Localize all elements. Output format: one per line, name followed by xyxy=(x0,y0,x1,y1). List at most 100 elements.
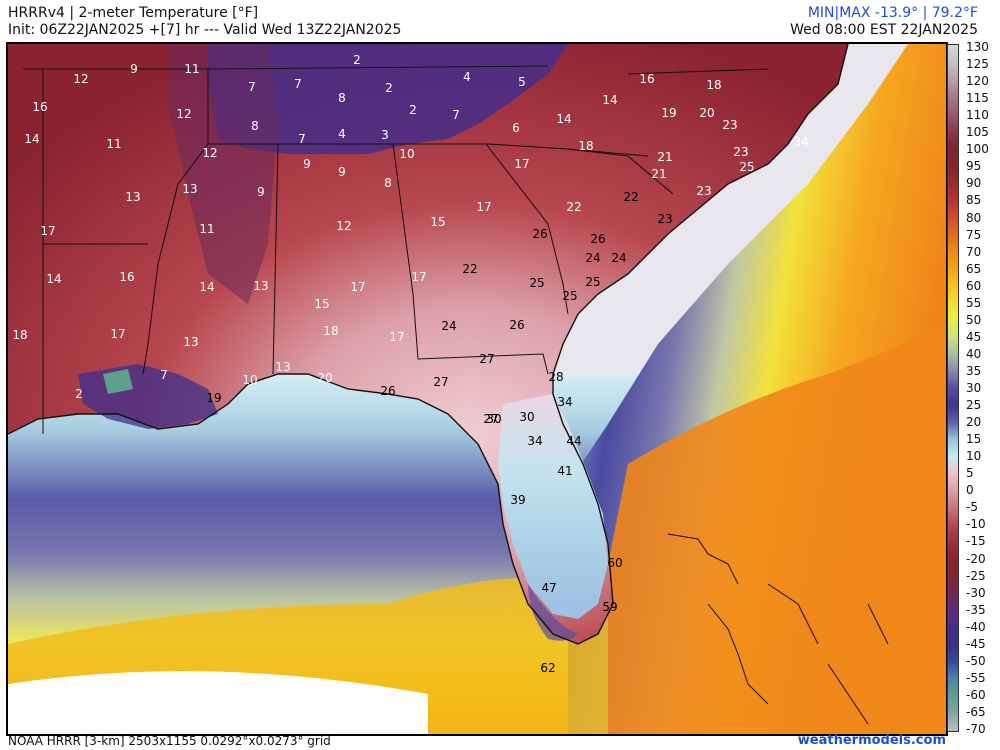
temperature-label: 30 xyxy=(486,412,502,426)
colorbar-label: -20 xyxy=(966,551,986,566)
temperature-label: 44 xyxy=(566,434,582,448)
temperature-label: 7 xyxy=(294,77,302,91)
temperature-label: 5 xyxy=(518,75,526,89)
colorbar-label: 25 xyxy=(966,398,982,413)
colorbar-label: -25 xyxy=(966,568,986,583)
temperature-label: 26 xyxy=(590,232,606,246)
temperature-label: 9 xyxy=(338,165,346,179)
temperature-label: 20 xyxy=(317,371,333,385)
temperature-label: 59 xyxy=(602,600,618,614)
temperature-label: 21 xyxy=(657,150,673,164)
colorbar-label: 65 xyxy=(966,261,982,276)
temperature-label: 14 xyxy=(602,93,618,107)
temperature-label: 7 xyxy=(452,108,460,122)
temperature-label: 12 xyxy=(202,146,218,160)
temperature-label: 23 xyxy=(733,145,749,159)
colorbar-label: 40 xyxy=(966,346,982,361)
temperature-label: 60 xyxy=(607,556,623,570)
colorbar-label: 100 xyxy=(966,142,989,157)
colorbar-label: 55 xyxy=(966,295,982,310)
temperature-label: 9 xyxy=(303,157,311,171)
temperature-label: 34 xyxy=(527,434,543,448)
temperature-label: 20 xyxy=(699,106,715,120)
temperature-label: 14 xyxy=(24,132,40,146)
colorbar-label: -45 xyxy=(966,636,986,651)
temperature-label: 8 xyxy=(251,119,259,133)
temperature-label: 24 xyxy=(441,319,457,333)
colorbar-label: 115 xyxy=(966,91,989,106)
temperature-label: 6 xyxy=(512,121,520,135)
colorbar-label: 15 xyxy=(966,432,982,447)
temperature-label: 17 xyxy=(476,200,492,214)
temperature-label: 14 xyxy=(199,280,215,294)
temperature-label: 9 xyxy=(130,62,138,76)
temperature-label: 24 xyxy=(585,251,601,265)
temperature-label: 27 xyxy=(479,352,495,366)
colorbar-label: -30 xyxy=(966,585,986,600)
temperature-label: 26 xyxy=(532,227,548,241)
temperature-label: 34 xyxy=(793,135,809,149)
temperature-label: 8 xyxy=(384,176,392,190)
temperature-label: 25 xyxy=(585,275,601,289)
colorbar-label: 105 xyxy=(966,125,989,140)
colorbar-label: 120 xyxy=(966,74,989,89)
colorbar-label: -70 xyxy=(966,722,986,736)
colorbar-label: -65 xyxy=(966,704,986,719)
colorbar-label: -35 xyxy=(966,602,986,617)
temperature-label: 16 xyxy=(119,270,135,284)
temperature-label: 13 xyxy=(182,182,198,196)
temperature-label: 3 xyxy=(381,128,389,142)
temperature-label: 19 xyxy=(661,106,677,120)
temperature-label: 41 xyxy=(557,464,573,478)
temperature-label: 25 xyxy=(739,160,755,174)
colorbar-label: -55 xyxy=(966,670,986,685)
temperature-label: 19 xyxy=(206,391,222,405)
temperature-label: 10 xyxy=(399,147,415,161)
temperature-label: 16 xyxy=(32,100,48,114)
colorbar-label: 80 xyxy=(966,210,982,225)
colorbar-label: -50 xyxy=(966,653,986,668)
temperature-label: 11 xyxy=(184,62,200,76)
colorbar-label: 45 xyxy=(966,329,982,344)
colorbar-label: 5 xyxy=(966,466,974,481)
colorbar-label: 0 xyxy=(966,483,974,498)
temperature-label: 2 xyxy=(75,387,83,401)
temperature-label: 13 xyxy=(125,190,141,204)
temperature-map: 2 12 9 11 7 7 8 2 4 5 16 18 16 12 8 2 7 14 14 19 20 23 14 11 7 4 3… xyxy=(6,42,948,736)
temperature-colorbar xyxy=(947,44,959,732)
colorbar-label: -15 xyxy=(966,534,986,549)
temperature-label: 13 xyxy=(183,335,199,349)
temperature-label: 62 xyxy=(540,661,556,675)
colorbar-label: 50 xyxy=(966,312,982,327)
temperature-label: 17 xyxy=(110,327,126,341)
temperature-label: 23 xyxy=(722,118,738,132)
colorbar-label: -40 xyxy=(966,619,986,634)
temperature-label: 23 xyxy=(657,212,673,226)
temperature-label: 22 xyxy=(566,200,582,214)
temperature-label: 8 xyxy=(338,91,346,105)
temperature-label: 16 xyxy=(639,72,655,86)
colorbar-label: 75 xyxy=(966,227,982,242)
temperature-label: 39 xyxy=(510,493,526,507)
temperature-label: 7 xyxy=(298,132,306,146)
min-max-readout: MIN|MAX -13.9° | 79.2°F xyxy=(807,5,978,21)
colorbar-label: 125 xyxy=(966,57,989,72)
temperature-label: 9 xyxy=(257,185,265,199)
temperature-label: 10 xyxy=(242,373,258,387)
colorbar-label: 90 xyxy=(966,176,982,191)
colorbar-label: 20 xyxy=(966,415,982,430)
site-credit: weathermodels.com xyxy=(797,733,946,748)
temperature-label: 25 xyxy=(529,276,545,290)
temperature-label: 15 xyxy=(430,215,446,229)
temperature-label: 17 xyxy=(40,224,56,238)
temperature-label: 2 xyxy=(409,103,417,117)
temperature-label: 12 xyxy=(73,72,89,86)
temperature-label: 27 xyxy=(483,412,499,426)
temperature-label: 13 xyxy=(275,360,291,374)
temperature-label: 17 xyxy=(350,280,366,294)
temperature-label: 11 xyxy=(199,222,215,236)
temperature-label: 11 xyxy=(106,137,122,151)
temperature-label: 14 xyxy=(556,112,572,126)
colorbar-label: -10 xyxy=(966,517,986,532)
temperature-label: 24 xyxy=(611,251,627,265)
